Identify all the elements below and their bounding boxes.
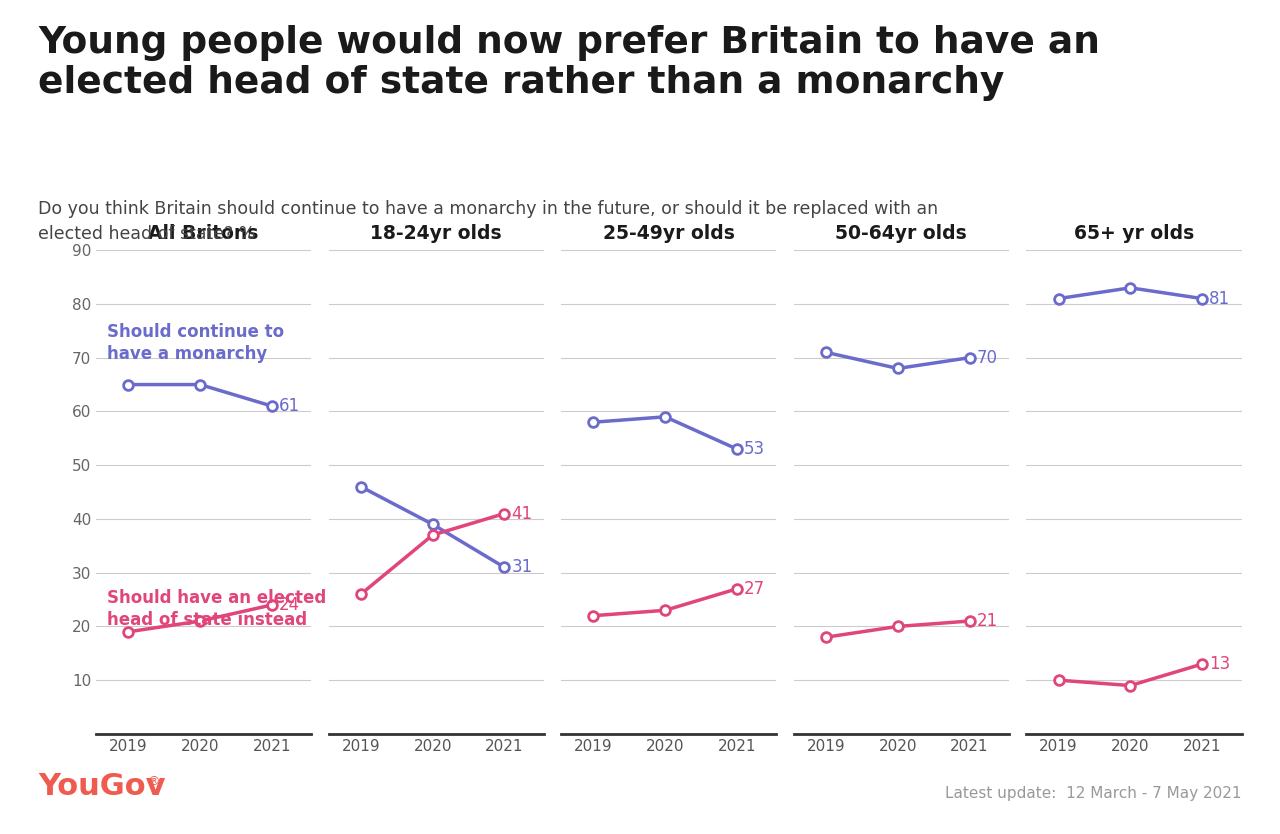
Title: 65+ yr olds: 65+ yr olds: [1074, 224, 1194, 243]
Title: 25-49yr olds: 25-49yr olds: [603, 224, 735, 243]
Text: 61: 61: [279, 397, 301, 415]
Text: 27: 27: [744, 580, 765, 598]
Text: Do you think Britain should continue to have a monarchy in the future, or should: Do you think Britain should continue to …: [38, 200, 938, 244]
Text: 31: 31: [512, 558, 532, 576]
Text: Latest update:  12 March - 7 May 2021: Latest update: 12 March - 7 May 2021: [945, 786, 1242, 801]
Text: ®: ®: [147, 775, 160, 788]
Text: Young people would now prefer Britain to have an
elected head of state rather th: Young people would now prefer Britain to…: [38, 25, 1101, 101]
Title: 18-24yr olds: 18-24yr olds: [370, 224, 502, 243]
Title: 50-64yr olds: 50-64yr olds: [836, 224, 968, 243]
Text: Should have an elected
head of state instead: Should have an elected head of state ins…: [106, 589, 326, 629]
Text: Should continue to
have a monarchy: Should continue to have a monarchy: [106, 323, 284, 363]
Text: 41: 41: [512, 505, 532, 523]
Text: 21: 21: [977, 612, 998, 630]
Title: All Britons: All Britons: [148, 224, 259, 243]
Text: 24: 24: [279, 596, 301, 614]
Text: 13: 13: [1210, 655, 1230, 673]
Text: 81: 81: [1210, 289, 1230, 308]
Text: YouGov: YouGov: [38, 771, 166, 801]
Text: 70: 70: [977, 349, 997, 367]
Text: 53: 53: [744, 440, 765, 458]
